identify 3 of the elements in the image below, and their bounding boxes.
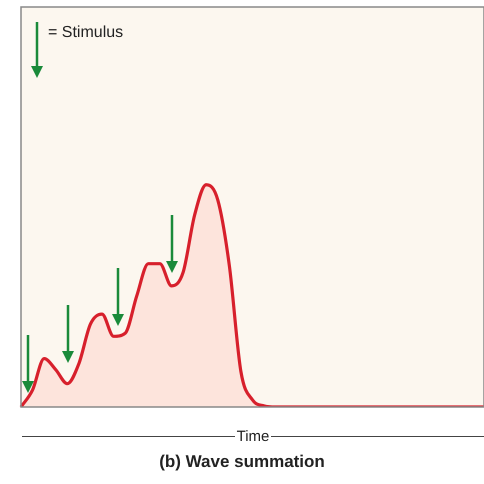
x-axis-title: Time (236, 428, 270, 445)
text: (b) Wave summation (158, 452, 326, 472)
text: = Stimulus (48, 24, 124, 42)
